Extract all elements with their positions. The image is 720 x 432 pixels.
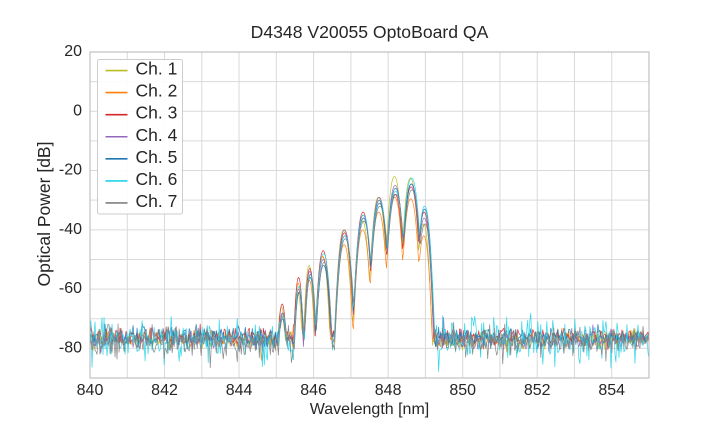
svg-text:-20: -20 (59, 162, 82, 179)
svg-text:-80: -80 (59, 339, 82, 356)
svg-text:842: 842 (151, 382, 178, 399)
svg-text:Optical Power [dB]: Optical Power [dB] (34, 142, 54, 287)
svg-text:Ch. 6: Ch. 6 (136, 169, 178, 189)
svg-text:Ch. 5: Ch. 5 (136, 147, 178, 167)
svg-text:840: 840 (77, 382, 104, 399)
svg-text:D4348 V20055 OptoBoard QA: D4348 V20055 OptoBoard QA (251, 22, 489, 42)
svg-text:Wavelength [nm]: Wavelength [nm] (310, 401, 429, 418)
svg-text:852: 852 (524, 382, 551, 399)
svg-text:0: 0 (73, 102, 82, 119)
svg-text:20: 20 (64, 43, 82, 60)
svg-text:-40: -40 (59, 221, 82, 238)
svg-text:Ch. 2: Ch. 2 (136, 81, 178, 101)
svg-text:Ch. 7: Ch. 7 (136, 191, 178, 211)
svg-text:850: 850 (449, 382, 476, 399)
svg-text:844: 844 (226, 382, 253, 399)
svg-text:848: 848 (375, 382, 402, 399)
svg-text:Ch. 1: Ch. 1 (136, 59, 178, 79)
svg-text:Ch. 3: Ch. 3 (136, 103, 178, 123)
svg-text:-60: -60 (59, 280, 82, 297)
svg-text:854: 854 (598, 382, 625, 399)
svg-text:846: 846 (300, 382, 327, 399)
svg-text:Ch. 4: Ch. 4 (136, 125, 178, 145)
